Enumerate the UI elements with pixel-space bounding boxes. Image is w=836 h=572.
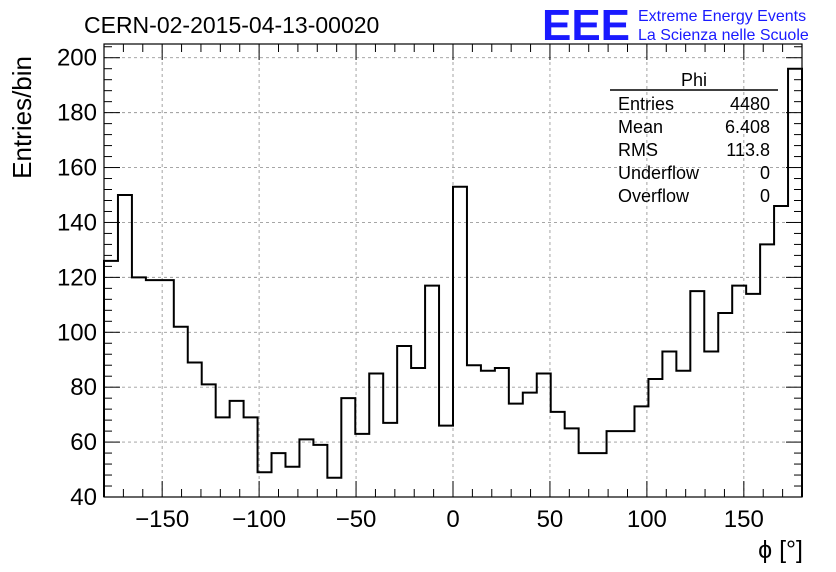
histogram-bin [146,280,160,497]
histogram-outline [103,67,803,497]
histogram-bin [523,393,537,497]
histogram-bin [327,478,341,497]
histogram-bin [397,346,411,497]
logo-acronym: EEE [542,1,630,50]
tick-labels: −150 −100 −50 0 50 100 150 40 60 80 100 120 140 160 18… [57,45,764,533]
histogram-bin [202,384,216,497]
logo-line-2: La Scienza nelle Scuole [638,27,809,44]
histogram-bin [411,368,425,497]
y-tick-label: 160 [57,155,97,182]
histogram-bin [551,412,565,497]
x-tick-label: 150 [724,506,764,533]
stats-label: Entries [618,94,674,114]
histogram-bin [453,187,467,497]
y-tick-label: 80 [70,374,97,401]
histogram-bin [299,439,313,497]
histogram-bin [258,472,272,497]
stats-label: RMS [618,140,658,160]
y-tick-label: 120 [57,264,97,291]
stats-box: Phi Entries 4480 Mean 6.408 RMS 113.8 Underflo… [610,70,778,206]
x-tick-label: −100 [232,506,286,533]
histogram-bin [732,286,746,497]
x-axis-label: ϕ [°] [758,536,803,564]
y-tick-label: 140 [57,209,97,236]
histogram-bin [662,351,676,497]
histogram-bin [160,280,174,497]
y-axis-label: Entries/bin [7,56,37,179]
stats-label: Overflow [618,186,690,206]
histogram-bin [467,365,481,497]
x-tick-label: 50 [537,506,564,533]
histogram-bin [118,195,132,497]
y-tick-label: 60 [70,429,97,456]
histogram-bin [355,434,369,497]
histogram-bin [774,206,788,497]
histogram-bin [509,404,523,497]
histogram-bin [216,417,230,497]
histogram-bin [565,428,579,497]
histogram-bin [676,371,690,497]
histogram-bin [704,351,718,497]
eee-logo: EEE Extreme Energy Events La Scienza nel… [542,1,809,50]
histogram-bin [230,401,244,497]
histogram-bin [690,291,704,497]
histogram-bin [439,426,453,497]
histogram-bin [607,431,621,497]
histogram-bin [188,362,202,497]
y-tick-label: 180 [57,100,97,127]
histogram-bin [174,327,188,497]
stats-box-title: Phi [681,70,707,90]
x-tick-label: 100 [627,506,667,533]
histogram-bin [285,467,299,497]
histogram-bin [341,398,355,497]
stats-value: 113.8 [726,140,770,160]
stats-label: Underflow [618,163,700,183]
y-tick-label: 100 [57,319,97,346]
histogram-bin [746,294,760,497]
chart-title: CERN-02-2015-04-13-00020 [84,12,379,38]
histogram-bin [244,417,258,497]
histogram-bin [425,286,439,497]
histogram-bin [132,277,146,497]
x-tick-label: 0 [446,506,459,533]
stats-value: 4480 [730,94,770,114]
histogram-bin [634,406,648,497]
histogram-bin [579,453,593,497]
histogram-bin [495,368,509,497]
histogram-bin [369,373,383,497]
histogram-bin [593,453,607,497]
stats-box-rows: Entries 4480 Mean 6.408 RMS 113.8 Underflow 0 Ov… [618,94,770,206]
stats-value: 6.408 [725,117,770,137]
axis-ticks [103,44,803,498]
histogram-bin [648,379,662,497]
histogram-bin [788,69,802,497]
histogram-bin [104,261,118,497]
histogram-bars [103,67,803,497]
histogram-bin [537,373,551,497]
x-tick-label: −150 [135,506,189,533]
stats-value: 0 [760,163,770,183]
stats-label: Mean [618,117,663,137]
y-tick-label: 200 [57,45,97,72]
histogram-bin [481,371,495,497]
histogram-bin [313,445,327,497]
stats-value: 0 [760,186,770,206]
histogram-bin [621,431,635,497]
histogram-bin [760,244,774,497]
x-tick-label: −50 [336,506,377,533]
histogram-bin [718,313,732,497]
y-tick-label: 40 [70,484,97,511]
histogram-bin [383,423,397,497]
logo-line-1: Extreme Energy Events [638,8,806,25]
